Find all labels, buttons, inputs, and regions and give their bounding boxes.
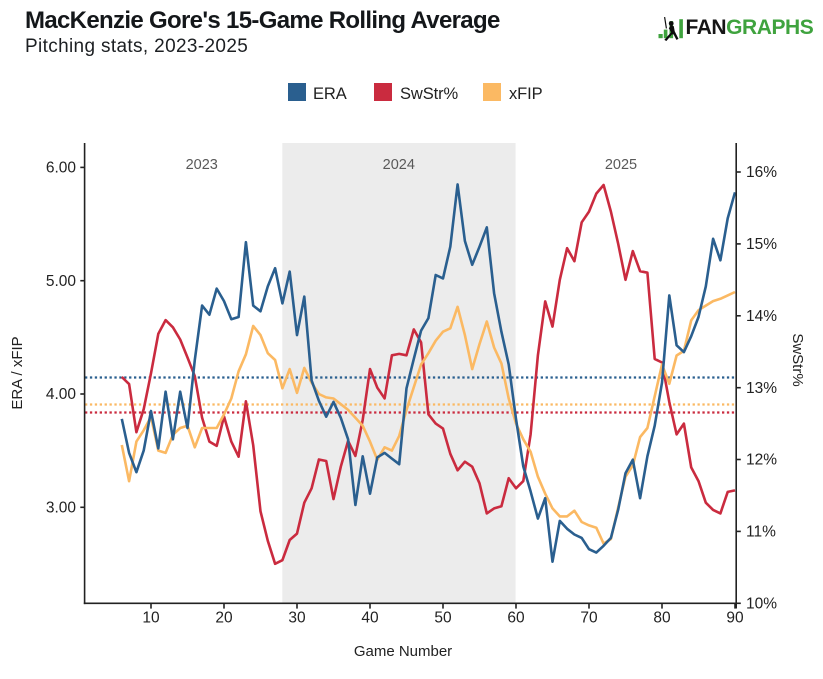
svg-text:10: 10 <box>142 610 160 627</box>
svg-text:40: 40 <box>361 610 379 627</box>
svg-text:13%: 13% <box>746 380 777 397</box>
svg-text:12%: 12% <box>746 452 777 469</box>
svg-text:2025: 2025 <box>605 157 637 173</box>
svg-text:80: 80 <box>653 610 671 627</box>
svg-text:2024: 2024 <box>383 157 415 173</box>
svg-text:Game Number: Game Number <box>354 643 452 660</box>
svg-text:FANGRAPHS: FANGRAPHS <box>686 16 814 39</box>
svg-text:5.00: 5.00 <box>46 273 77 290</box>
svg-text:50: 50 <box>434 610 452 627</box>
svg-text:60: 60 <box>507 610 525 627</box>
svg-text:14%: 14% <box>746 308 777 325</box>
svg-text:6.00: 6.00 <box>46 160 77 177</box>
svg-text:SwStr%: SwStr% <box>789 333 806 386</box>
svg-text:4.00: 4.00 <box>46 386 77 403</box>
svg-text:11%: 11% <box>746 524 776 541</box>
svg-text:2023: 2023 <box>186 157 218 173</box>
svg-text:15%: 15% <box>746 236 777 253</box>
svg-text:90: 90 <box>726 610 744 627</box>
svg-text:30: 30 <box>288 610 306 627</box>
svg-text:3.00: 3.00 <box>46 500 77 517</box>
svg-text:16%: 16% <box>746 164 777 181</box>
svg-text:20: 20 <box>215 610 233 627</box>
svg-text:10%: 10% <box>746 596 777 613</box>
svg-text:70: 70 <box>580 610 598 627</box>
svg-text:ERA / xFIP: ERA / xFIP <box>9 336 26 409</box>
